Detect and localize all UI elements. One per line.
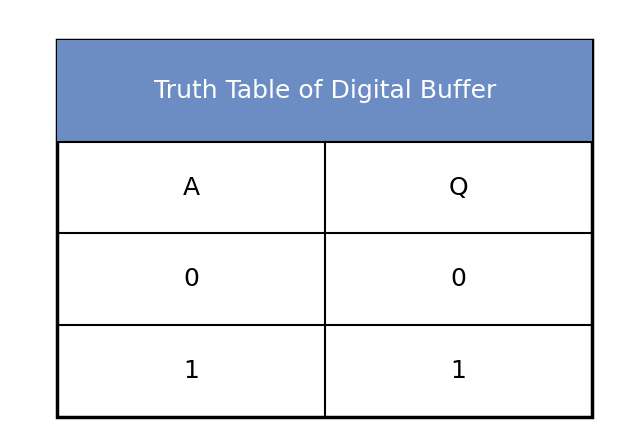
Text: 1: 1	[451, 359, 466, 383]
Bar	[57, 40, 592, 417]
Bar	[57, 40, 592, 142]
Text: Truth Table of Digital Buffer: Truth Table of Digital Buffer	[154, 79, 496, 103]
Text: 1: 1	[183, 359, 199, 383]
Text: A: A	[183, 176, 199, 200]
Text: 0: 0	[183, 267, 199, 291]
Text: 0: 0	[451, 267, 466, 291]
Text: Q: Q	[449, 176, 468, 200]
